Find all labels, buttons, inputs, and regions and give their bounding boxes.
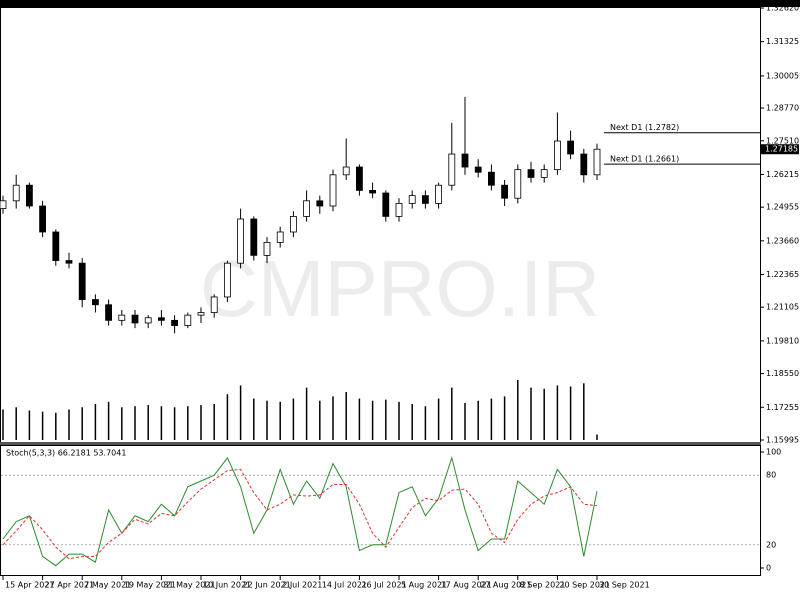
candle-body	[92, 299, 99, 306]
candle-body	[118, 314, 126, 321]
level-label: Next D1 (1.2782)	[610, 123, 679, 132]
y-tick-label: 1.15995	[766, 436, 799, 445]
candle-body	[474, 166, 482, 173]
x-tick-label: 17 Aug 2021	[441, 581, 492, 590]
candle-body	[105, 304, 112, 321]
stoch-tick-label: 100	[766, 448, 781, 457]
watermark: CMPRO.IR	[200, 244, 600, 333]
indicator-label: Stoch(5,3,3) 66.2181 53.7041	[6, 449, 126, 458]
y-tick-label: 1.32620	[766, 4, 799, 13]
stoch-tick-label: 0	[766, 564, 771, 573]
y-tick-label: 1.18550	[766, 369, 799, 378]
top-border	[0, 0, 800, 7]
candle-body	[144, 317, 152, 324]
candle-body	[461, 153, 469, 168]
candle-body	[421, 195, 429, 204]
y-tick-label: 1.31325	[766, 37, 799, 46]
y-tick-label: 1.22365	[766, 270, 799, 279]
candle-body	[0, 200, 7, 210]
candle-body	[157, 317, 165, 321]
candle-body	[527, 169, 535, 178]
candle-body	[487, 171, 495, 186]
y-tick-label: 1.23660	[766, 236, 799, 245]
x-tick-label: 22 Jun 2021	[243, 581, 291, 590]
candle-body	[25, 184, 33, 207]
candle-body	[435, 184, 443, 204]
candle-body	[276, 231, 284, 243]
last-price-box	[761, 144, 799, 155]
candle-body	[171, 319, 179, 326]
last-price-label: 1.27185	[765, 145, 798, 154]
candle-body	[501, 184, 509, 199]
candle-body	[303, 200, 311, 217]
candle-body	[342, 166, 350, 176]
y-tick-label: 1.17255	[766, 403, 799, 412]
stoch-line	[2, 455, 598, 567]
stoch-line	[2, 468, 598, 560]
y-tick-label: 1.24955	[766, 203, 799, 212]
candle-body	[237, 218, 245, 264]
x-tick-label: 5 Aug 2021	[401, 581, 447, 590]
candle-body	[540, 169, 548, 178]
candle-body	[131, 314, 139, 324]
candle-body	[210, 296, 218, 313]
y-tick-label: 1.28770	[766, 104, 799, 113]
candle-body	[289, 215, 297, 233]
candle-body	[408, 195, 416, 204]
candle-body	[39, 205, 46, 233]
stoch-tick-label: 20	[766, 540, 776, 549]
x-tick-label: 27 Aug 2021	[480, 581, 531, 590]
y-tick-label: 1.19810	[766, 336, 799, 345]
candle-body	[382, 192, 390, 217]
candle-body	[395, 203, 403, 217]
candle-body	[12, 184, 20, 202]
candle-body	[567, 140, 574, 155]
x-tick-label: 8 Sep 2021	[520, 581, 566, 590]
stoch-panel	[0, 445, 761, 576]
x-tick-label: 15 Apr 2021	[5, 581, 54, 590]
candle-body	[514, 169, 522, 199]
candle-body	[52, 231, 60, 261]
candle-body	[316, 200, 324, 207]
candle-body	[197, 312, 205, 316]
y-tick-label: 1.26215	[766, 170, 799, 179]
x-tick-label: 10 Jun 2021	[203, 581, 251, 590]
stoch-tick-label: 80	[766, 471, 776, 480]
panel-separator	[0, 442, 761, 445]
candle-body	[593, 148, 601, 176]
candle-body	[78, 262, 86, 300]
x-tick-label: 19 May 2021	[124, 581, 176, 590]
x-tick-label: 2 Jul 2021	[282, 581, 322, 590]
candle-body	[263, 241, 271, 256]
candle-body	[448, 153, 456, 186]
candle-body	[329, 174, 337, 207]
level-label: Next D1 (1.2661)	[610, 155, 679, 164]
x-tick-label: 14 Jul 2021	[322, 581, 367, 590]
candle-body	[250, 218, 258, 256]
x-tick-label: 7 May 2021	[84, 581, 131, 590]
candle-body	[580, 153, 588, 176]
y-tick-label: 1.27510	[766, 136, 799, 145]
candle-body	[554, 140, 561, 171]
x-tick-label: 27 Apr 2021	[45, 581, 94, 590]
x-tick-label: 30 Sep 2021	[599, 581, 650, 590]
y-tick-label: 1.30005	[766, 71, 799, 80]
candle-body	[369, 190, 377, 194]
x-tick-label: 20 Sep 2021	[559, 581, 610, 590]
y-tick-label: 1.21105	[766, 303, 799, 312]
candle-body	[223, 262, 231, 298]
candle-body	[355, 166, 363, 191]
x-tick-label: 26 Jul 2021	[361, 581, 406, 590]
x-tick-label: 31 May 2021	[163, 581, 215, 590]
candle-body	[184, 314, 192, 326]
candle-body	[65, 260, 73, 264]
